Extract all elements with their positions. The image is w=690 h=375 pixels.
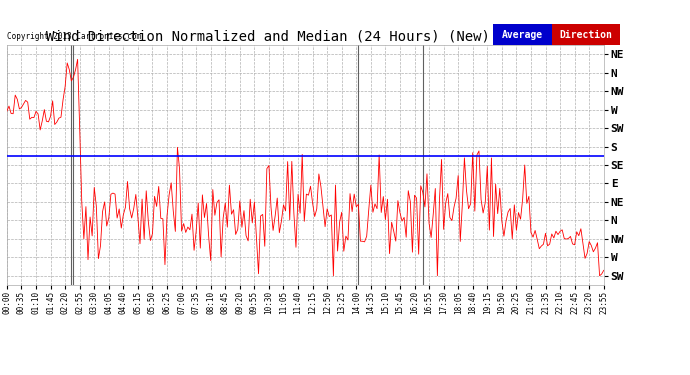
Text: Copyright 2013 Cartronics.com: Copyright 2013 Cartronics.com bbox=[7, 32, 141, 41]
Title: Wind Direction Normalized and Median (24 Hours) (New) 20131028: Wind Direction Normalized and Median (24… bbox=[46, 30, 565, 44]
Text: Direction: Direction bbox=[560, 30, 612, 40]
Text: Average: Average bbox=[502, 30, 543, 40]
